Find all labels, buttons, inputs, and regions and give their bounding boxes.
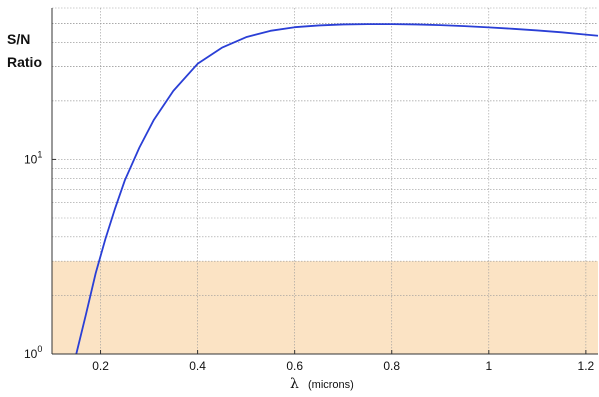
x-axis-label-symbol: λ	[290, 376, 299, 392]
x-tick-label: 0.8	[383, 359, 400, 373]
tick-label-layer: 0.2 0.4 0.6 0.8 1 1.2 100 101	[24, 149, 595, 373]
shaded-region-layer	[52, 261, 598, 354]
y-tick-label: 100	[24, 344, 42, 361]
axis-layer	[51, 8, 598, 355]
x-tick-label: 1	[485, 359, 492, 373]
shaded-region	[52, 261, 598, 354]
x-tick-label: 0.4	[189, 359, 206, 373]
x-tick-label: 0.6	[286, 359, 303, 373]
x-axis-label-units: (microns)	[308, 379, 354, 391]
y-axis-label-line2: Ratio	[7, 54, 42, 70]
grid-layer	[52, 7, 598, 354]
series-layer	[75, 23, 599, 355]
x-tick-label: 1.2	[578, 359, 595, 373]
y-tick-label: 101	[24, 149, 42, 166]
x-tick-label: 0.2	[92, 359, 109, 373]
y-axis-label-line1: S/N	[7, 31, 31, 47]
series-line	[75, 23, 599, 355]
